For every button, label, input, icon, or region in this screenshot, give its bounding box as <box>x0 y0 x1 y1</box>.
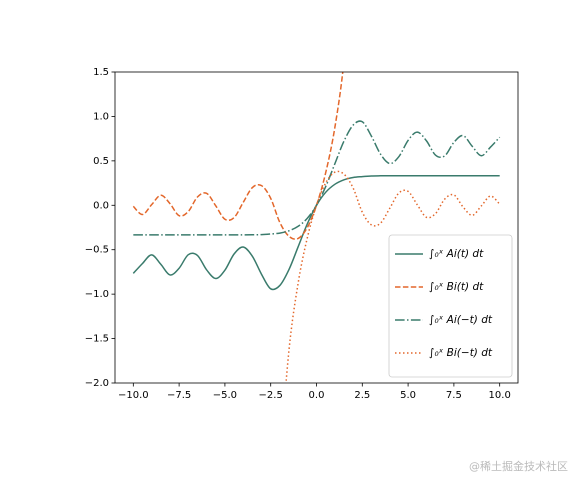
plot-lines <box>132 72 501 383</box>
y-tick-label: 1.0 <box>93 111 109 122</box>
x-tick-label: 5.0 <box>400 390 416 401</box>
legend-label: ∫₀ˣ Ai(−t) dt <box>429 314 493 326</box>
legend-frame <box>388 234 513 378</box>
data-line <box>132 72 344 240</box>
watermark: @稀土掘金技术社区 <box>469 459 568 473</box>
y-tick-label: −1.0 <box>85 289 109 300</box>
legend-label: ∫₀ˣ Bi(t) dt <box>429 281 484 293</box>
data-line <box>285 170 501 383</box>
x-tick-label: 2.5 <box>354 390 370 401</box>
x-tick-label: −2.5 <box>259 390 283 401</box>
y-tick-label: 0.0 <box>93 200 109 211</box>
x-tick-label: −5.0 <box>213 390 237 401</box>
x-tick-label: 0.0 <box>309 390 325 401</box>
legend: ∫₀ˣ Ai(t) dt ∫₀ˣ Bi(t) dt ∫₀ˣ Ai(−t) dt ∫₀ˣ… <box>388 234 513 378</box>
x-tick-label: −7.5 <box>167 390 191 401</box>
y-tick-label: 1.5 <box>93 67 109 78</box>
data-line <box>133 120 501 236</box>
y-tick-label: −0.5 <box>85 245 109 256</box>
y-tick-label: 0.5 <box>93 156 109 167</box>
legend-label: ∫₀ˣ Bi(−t) dt <box>429 347 493 359</box>
y-tick-label: −1.5 <box>85 334 109 345</box>
x-tick-label: 7.5 <box>446 390 462 401</box>
x-tick-label: 10.0 <box>489 390 511 401</box>
y-tick-label: −2.0 <box>85 378 109 389</box>
legend-label: ∫₀ˣ Ai(t) dt <box>429 248 484 260</box>
x-tick-label: −10.0 <box>118 390 149 401</box>
